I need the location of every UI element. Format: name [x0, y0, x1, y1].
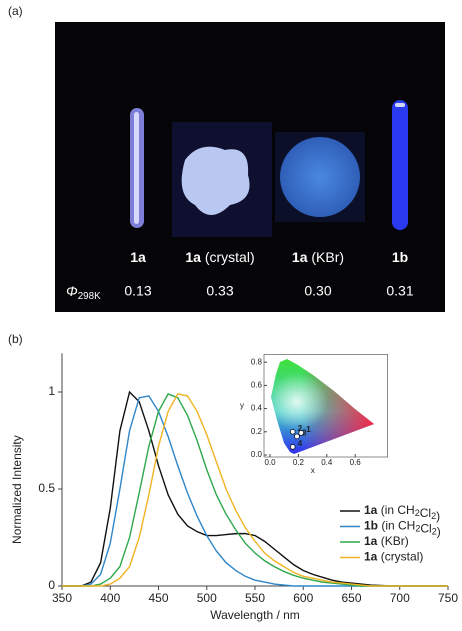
x-tick-label: 550: [245, 591, 265, 605]
panel-b: 0 0.5 1 350 400 450 500 550 600 650 700 750 Waveleng…: [10, 353, 458, 622]
line: [62, 393, 448, 587]
point-label: 4: [298, 439, 303, 448]
quantum-yield-label: Φ298K: [66, 283, 101, 302]
point-label: 3: [302, 429, 307, 438]
y-tick-label: 0.8: [251, 357, 263, 366]
y-tick-label: 0.2: [251, 427, 263, 436]
panel-label: (a): [8, 4, 23, 18]
sample-label: 1b: [392, 249, 408, 265]
sample-label: 1a (KBr): [292, 249, 344, 265]
x-tick-label: 500: [197, 591, 217, 605]
legend-label: 1b (in CH2Cl2): [364, 519, 441, 539]
legend-label: 1a (in CH2Cl2): [364, 503, 440, 523]
y-tick-label: 0.0: [251, 450, 263, 459]
kbr-disk: [280, 137, 360, 217]
y-tick-label: 0.4: [251, 404, 263, 413]
x-tick-label: 0.0: [264, 458, 276, 467]
tube-glow: [134, 112, 139, 224]
x-tick-label: 0.4: [321, 458, 333, 467]
x-tick-label: 650: [341, 591, 361, 605]
x-tick-label: 0.2: [293, 458, 305, 467]
panel-a-labels: 1a 0.13 1a (crystal) 0.33 1a (KBr) 0.30 1b 0.31…: [66, 249, 414, 302]
quantum-yield: 0.33: [206, 283, 233, 299]
tube: [392, 100, 408, 230]
tube-rim: [395, 103, 405, 107]
x-tick-label: 450: [148, 591, 168, 605]
y-axis-label: Normalized Intensity: [10, 435, 24, 544]
y-axis-label: y: [240, 401, 244, 410]
crystal: [181, 146, 250, 215]
point: [289, 444, 296, 450]
point: [294, 433, 300, 440]
y-tick-label: 0.5: [38, 481, 55, 495]
x-tick-label: 0.6: [350, 458, 362, 467]
y-tick-label: 0: [48, 578, 55, 592]
x-tick-label: 750: [438, 591, 458, 605]
legend-label: 1a (KBr): [364, 534, 409, 548]
y-tick-label: 1: [48, 384, 55, 398]
quantum-yield: 0.30: [304, 283, 331, 299]
point: [289, 429, 296, 435]
x-tick-label: 600: [293, 591, 313, 605]
sample-label: 1a: [130, 249, 146, 265]
quantum-yield: 0.31: [386, 283, 413, 299]
point-label: 1: [306, 425, 311, 434]
point-label: 2: [298, 424, 303, 433]
y-tick-label: 0.6: [251, 381, 263, 390]
quantum-yield: 0.13: [124, 283, 151, 299]
cie-gamut-white: [271, 359, 374, 454]
legend-label: 1a (crystal): [364, 550, 423, 564]
panel-label: (b): [8, 332, 23, 346]
inset-frame: [263, 354, 388, 458]
point: [298, 430, 304, 436]
x-tick-label: 700: [390, 591, 410, 605]
x-axis-label: Wavelength / nm: [210, 608, 300, 622]
sample-label: 1a (crystal): [185, 249, 254, 265]
x-axis-label: x: [311, 466, 315, 475]
x-tick-label: 350: [52, 591, 72, 605]
x-tick-label: 400: [100, 591, 120, 605]
